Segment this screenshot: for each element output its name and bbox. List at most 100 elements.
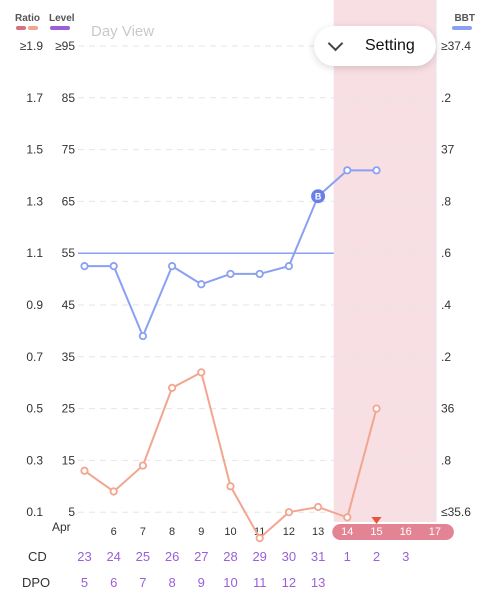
bbt-point <box>226 269 235 279</box>
bbt-marker-badge <box>311 189 326 204</box>
dpo-value: 7 <box>139 575 146 590</box>
cd-row-label: CD <box>28 549 47 564</box>
level-line <box>83 370 378 540</box>
view-title: Day View <box>91 23 154 40</box>
ratio-tick-label: 1.1 <box>26 246 43 260</box>
day-label: 14 <box>341 526 353 538</box>
bbt-tick-label: 36 <box>441 402 455 416</box>
bbt-tick-label: .2 <box>441 350 451 364</box>
ratio-tick-label: 0.5 <box>26 402 43 416</box>
highlight-day-badges <box>332 517 454 540</box>
bbt-point <box>80 262 89 271</box>
level-point <box>284 508 293 517</box>
bbt-point <box>343 166 352 175</box>
day-label: 10 <box>224 526 236 538</box>
level-legend-swatch <box>50 26 70 30</box>
level-point <box>138 461 147 470</box>
today-marker-icon <box>371 517 382 524</box>
cd-value: 31 <box>311 549 325 564</box>
ratio-legend-swatch <box>16 26 26 30</box>
ratio-tick-label: 1.3 <box>26 194 43 208</box>
dpo-value: 8 <box>168 575 175 590</box>
day-label: 7 <box>140 526 146 538</box>
level-tick-label: ≥95 <box>55 39 75 53</box>
ratio-tick-label: 0.7 <box>26 350 43 364</box>
level-point <box>343 513 352 522</box>
ratio-tick-label: 0.3 <box>26 453 43 467</box>
cd-value: 23 <box>77 549 91 564</box>
cd-value: 26 <box>165 549 179 564</box>
day-label: 6 <box>111 526 117 538</box>
bbt-tick-label: ≤35.6 <box>441 505 471 519</box>
month-label: Apr <box>52 520 71 534</box>
level-point <box>226 482 235 491</box>
dpo-value: 12 <box>282 575 296 590</box>
cd-value: 2 <box>373 549 380 564</box>
level-tick-label: 5 <box>68 505 75 519</box>
cd-value: 30 <box>282 549 296 564</box>
setting-button[interactable]: Setting <box>314 26 436 66</box>
bbt-series: B <box>80 166 381 341</box>
cd-value: 27 <box>194 549 208 564</box>
setting-label: Setting <box>365 37 415 54</box>
dpo-value: 9 <box>198 575 205 590</box>
bbt-tick-label: .6 <box>441 246 451 260</box>
ratio-legend-swatch-light <box>28 26 38 30</box>
day-label: 13 <box>312 526 324 538</box>
bbt-tick-label: 37 <box>441 143 455 157</box>
level-tick-label: 75 <box>62 143 76 157</box>
bbt-point <box>138 331 147 341</box>
day-label: 8 <box>169 526 175 538</box>
cd-value: 25 <box>136 549 150 564</box>
level-tick-label: 25 <box>62 402 76 416</box>
bbt-legend-swatch <box>452 26 472 30</box>
level-legend-label: Level <box>49 13 75 24</box>
day-label: 16 <box>400 526 412 538</box>
y-axes: ≥1.9 1.7 1.5 1.3 1.1 0.9 0.7 0.5 0.3 0.1 ≥95 85 75 65… <box>20 39 472 519</box>
cd-value: 3 <box>402 549 409 564</box>
dpo-value: 11 <box>253 575 267 590</box>
day-badge <box>332 524 454 540</box>
cd-value: 28 <box>223 549 237 564</box>
chevron-down-icon <box>327 35 344 51</box>
bbt-tick-label: ≥37.4 <box>441 39 471 53</box>
level-tick-label: 45 <box>62 298 76 312</box>
dpo-value: 6 <box>110 575 117 590</box>
bbt-point <box>284 262 293 271</box>
dpo-value: 13 <box>311 575 325 590</box>
ratio-tick-label: ≥1.9 <box>20 39 44 53</box>
level-point <box>80 466 89 475</box>
bbt-legend-label: BBT <box>454 13 475 24</box>
day-label: 12 <box>283 526 295 538</box>
day-label: 11 <box>254 526 265 538</box>
day-label: 9 <box>198 526 204 538</box>
bbt-tick-label: .2 <box>441 91 451 105</box>
bbt-tick-label: .4 <box>441 298 451 312</box>
ratio-tick-label: 1.5 <box>26 143 43 157</box>
level-point <box>313 502 323 512</box>
dpo-row-label: DPO <box>22 575 50 590</box>
level-point <box>197 368 206 377</box>
ratio-tick-label: 0.9 <box>26 298 43 312</box>
day-label: 15 <box>370 526 382 538</box>
ratio-tick-label: 0.1 <box>26 505 43 519</box>
ratio-tick-label: 1.7 <box>26 91 43 105</box>
bbt-tick-label: .8 <box>441 453 451 467</box>
bbt-marker-label: B <box>315 192 322 202</box>
bbt-point <box>168 262 177 271</box>
level-point <box>255 533 264 543</box>
fertile-window-band <box>333 0 436 522</box>
dpo-value: 5 <box>81 575 88 590</box>
level-tick-label: 15 <box>62 453 76 467</box>
level-tick-label: 55 <box>62 246 76 260</box>
bbt-tick-label: .8 <box>441 194 451 208</box>
level-series <box>80 368 381 543</box>
day-label: 17 <box>429 526 441 538</box>
cd-value: 29 <box>252 549 266 564</box>
level-point <box>168 383 177 392</box>
level-tick-label: 35 <box>62 350 76 364</box>
level-point <box>109 487 118 496</box>
bbt-point <box>109 262 118 271</box>
